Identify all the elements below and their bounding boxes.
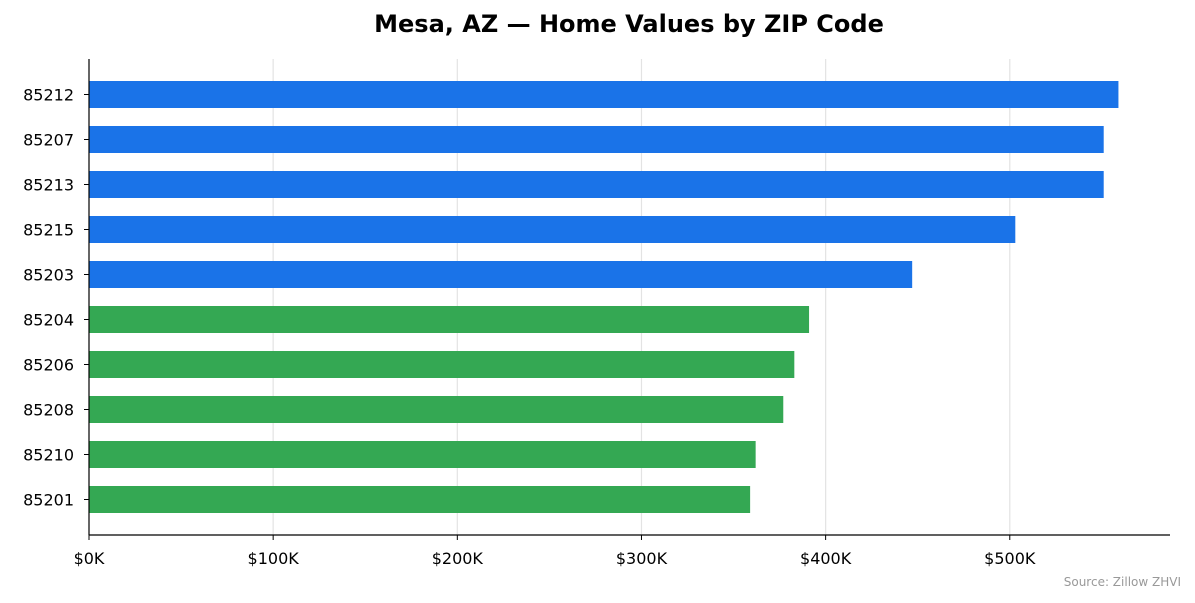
bar-85212: [89, 81, 1119, 108]
y-tick-label-85204: 85204: [23, 311, 74, 330]
y-tick-label-85203: 85203: [23, 266, 74, 285]
bar-85210: [89, 441, 756, 468]
y-tick-label-85201: 85201: [23, 491, 74, 510]
source-note: Source: Zillow ZHVI: [1063, 575, 1181, 589]
x-tick-label: $0K: [74, 549, 105, 568]
y-tick-label-85215: 85215: [23, 221, 74, 240]
y-tick-label-85210: 85210: [23, 446, 74, 465]
y-tick-label-85213: 85213: [23, 176, 74, 195]
bar-85206: [89, 351, 795, 378]
x-tick-label: $400K: [800, 549, 852, 568]
bar-85203: [89, 261, 913, 288]
bar-85207: [89, 126, 1104, 153]
x-tick-label: $100K: [248, 549, 300, 568]
y-tick-label-85208: 85208: [23, 401, 74, 420]
bar-85204: [89, 306, 810, 333]
bar-85208: [89, 396, 784, 423]
x-tick-label: $200K: [432, 549, 484, 568]
chart-title: Mesa, AZ — Home Values by ZIP Code: [374, 10, 884, 38]
bar-85201: [89, 486, 751, 513]
x-tick-label: $300K: [616, 549, 668, 568]
y-tick-label-85207: 85207: [23, 131, 74, 150]
x-tick-label: $500K: [984, 549, 1036, 568]
y-tick-label-85212: 85212: [23, 86, 74, 105]
y-tick-label-85206: 85206: [23, 356, 74, 375]
bar-85215: [89, 216, 1016, 243]
bar-85213: [89, 171, 1104, 198]
